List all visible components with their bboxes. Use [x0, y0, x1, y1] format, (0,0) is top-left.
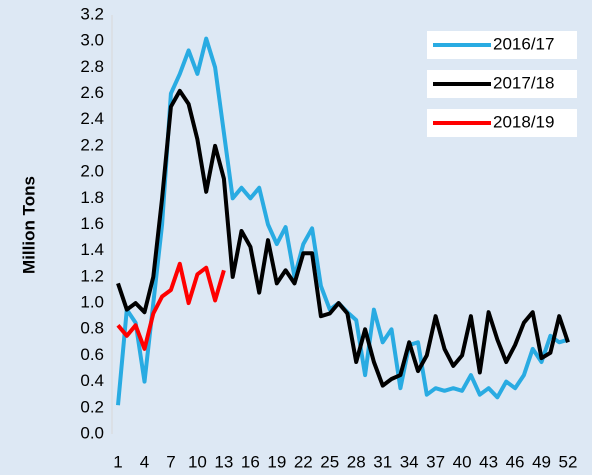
- legend-label: 2018/19: [493, 112, 554, 131]
- x-tick-label: 16: [241, 452, 260, 471]
- x-tick-label: 52: [559, 452, 578, 471]
- x-tick-label: 40: [453, 452, 472, 471]
- legend-label: 2016/17: [493, 34, 554, 53]
- x-tick-label: 1: [113, 452, 122, 471]
- x-tick-label: 25: [320, 452, 339, 471]
- x-tick-label: 10: [188, 452, 207, 471]
- x-tick-label: 28: [347, 452, 366, 471]
- y-tick-label: 0.0: [80, 423, 104, 442]
- y-tick-label: 2.4: [80, 109, 104, 128]
- y-tick-label: 3.2: [80, 4, 104, 23]
- legend-label: 2017/18: [493, 73, 554, 92]
- y-tick-label: 2.2: [80, 135, 104, 154]
- x-tick-label: 37: [426, 452, 445, 471]
- y-tick-label: 0.4: [80, 371, 104, 390]
- x-tick-label: 31: [373, 452, 392, 471]
- y-tick-label: 1.0: [80, 293, 104, 312]
- y-tick-label: 1.2: [80, 266, 104, 285]
- x-tick-label: 43: [479, 452, 498, 471]
- y-tick-label: 0.2: [80, 397, 104, 416]
- y-tick-label: 2.6: [80, 83, 104, 102]
- y-tick-label: 3.0: [80, 31, 104, 50]
- y-tick-label: 1.8: [80, 188, 104, 207]
- series-line: [116, 88, 570, 388]
- x-tick-label: 46: [506, 452, 525, 471]
- x-tick-label: 13: [214, 452, 233, 471]
- x-tick-label: 22: [294, 452, 313, 471]
- y-axis-title: Million Tons: [19, 176, 38, 274]
- series-line: [116, 261, 226, 351]
- x-tick-label: 7: [166, 452, 175, 471]
- x-tick-label: 19: [267, 452, 286, 471]
- y-tick-label: 0.6: [80, 345, 104, 364]
- x-tick-label: 49: [532, 452, 551, 471]
- x-tick-label: 34: [400, 452, 419, 471]
- y-tick-label: 0.8: [80, 319, 104, 338]
- x-tick-label: 4: [140, 452, 149, 471]
- y-tick-label: 2.8: [80, 57, 104, 76]
- y-tick-label: 2.0: [80, 162, 104, 181]
- y-tick-label: 1.6: [80, 214, 104, 233]
- y-tick-label: 1.4: [80, 240, 104, 259]
